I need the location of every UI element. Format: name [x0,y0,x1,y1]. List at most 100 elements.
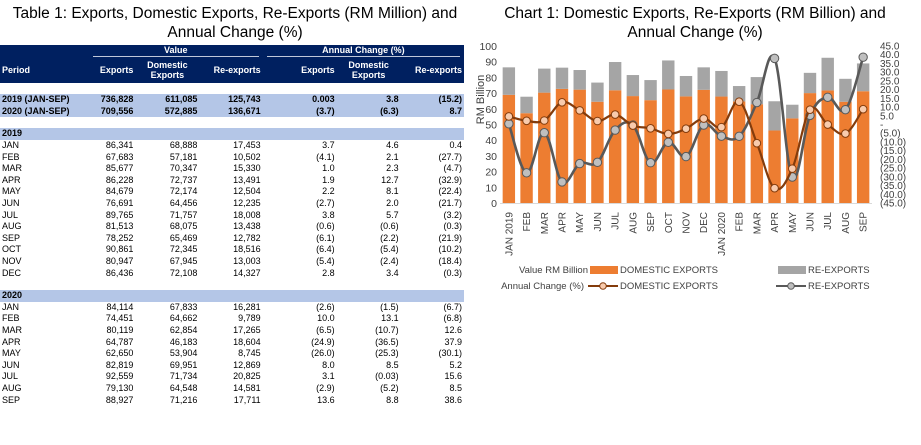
cell-chg_exports: 3.7 [322,140,335,151]
cell-chg_reexports: (18.4) [438,256,462,267]
cell-domestic: 57,181 [169,151,198,162]
x-tick-label: NOV [682,212,693,234]
cell-reexports: 10,502 [233,151,261,162]
y-axis-label: RM Billion [475,75,487,125]
table-row: MAY 62,650 53,904 8,745 (26.0) (25.3) (30.1) [0,348,464,360]
y-tick-label: 10 [485,182,497,194]
cell-chg_domestic: (5.4) [380,244,399,255]
marker-re-exports-change [575,158,585,169]
bar-re-exports [502,67,516,95]
spacer-row [0,117,464,128]
cell-reexports: 13,438 [233,221,261,232]
bar-domestic-exports [626,96,640,203]
cell-chg_domestic: 3.4 [386,267,399,278]
y2-tick-label: 25.0 [880,76,900,87]
cell-period: JUL [2,209,19,220]
bar-domestic-exports [715,96,728,203]
table-row: OCT 90,861 72,345 18,516 (6.4) (5.4) (10.2) [0,244,464,256]
cell-chg_exports: 3.8 [322,209,335,220]
cell-chg_exports: (2.9) [316,382,335,393]
legend-row1-label: Value RM Billion [519,265,588,276]
bar-re-exports [732,86,746,102]
y2-tick-label: - [880,120,883,131]
bar-re-exports [715,70,728,97]
empty-header [0,45,89,57]
cell-exports: 85,677 [105,163,134,174]
year-header-row: 2019 [0,128,464,140]
cell-domestic: 72,108 [169,267,198,278]
legend-item-domestic-bar: DOMESTIC EXPORTS [620,265,718,276]
cell-chg_domestic: (25.3) [375,348,399,359]
cell-period: NOV [2,256,22,267]
table-row: AUG 79,130 64,548 14,581 (2.9) (5.2) 8.5 [0,383,464,395]
legend-item-re-bar: RE-EXPORTS [808,265,870,276]
y-tick-label: 60 [485,104,497,116]
y-tick-label: 0 [491,198,497,210]
legend-item-domestic-line: DOMESTIC EXPORTS [620,281,718,292]
marker-domestic-exports-change [699,114,709,123]
table-group-header-row: Value Annual Change (%) [0,45,464,57]
cell-reexports: 18,604 [233,336,261,347]
x-tick-label: MAR [540,212,551,234]
table-row: APR 86,228 72,737 13,491 1.9 12.7 (32.9) [0,175,464,187]
bar-domestic-exports [520,113,533,203]
cell-reexports: 12,782 [233,232,261,243]
cell-chg_reexports: (27.7) [438,151,462,162]
table-row: MAY 84,679 72,174 12,504 2.2 8.1 (22.4) [0,186,464,198]
legend-item-re-line: RE-EXPORTS [808,281,870,292]
cell-chg_exports: (0.6) [316,221,335,232]
bar-re-exports [608,62,622,91]
cell-chg_domestic: (6.3) [336,105,401,118]
cell-reexports: 17,711 [233,394,261,405]
cell-chg_exports: 13.6 [317,394,335,405]
table-row: SEP 78,252 65,469 12,782 (6.1) (2.2) (21.9) [0,233,464,245]
spacer-cell [0,279,464,290]
marker-re-exports-change [752,97,762,108]
bar-re-exports [662,60,675,90]
y-tick-label: 30 [485,151,497,163]
cell-chg_reexports: 37.9 [444,336,462,347]
marker-domestic-exports-change [593,116,602,126]
cell-domestic: 64,456 [169,198,198,209]
cell-chg_domestic: (0.6) [380,221,399,232]
cell-period: AUG [2,382,22,393]
cell-reexports: 17,265 [233,324,261,335]
cell-exports: 89,765 [105,209,134,220]
cell-chg_domestic: 13.1 [381,313,399,324]
x-tick-label: OCT [664,212,675,233]
bar-re-exports [803,72,817,94]
cell-domestic: 71,757 [169,209,198,220]
y2-tick-label: (35.0) [880,181,906,192]
x-tick-label: FEB [735,212,746,232]
marker-re-exports-change [592,157,603,168]
marker-domestic-exports-change [628,121,638,130]
exports-table: Value Annual Change (%) Period Exports D… [0,45,464,406]
bar-re-exports [573,70,586,90]
bar-re-exports [644,80,657,101]
cell-chg_exports: 10.0 [317,313,335,324]
cell-exports: 76,691 [105,198,134,209]
marker-re-exports-change [840,104,851,115]
table-row: APR 64,787 46,183 18,604 (24.9) (36.5) 37.9 [0,336,464,348]
x-tick-label: JAN 2019 [504,212,515,256]
cell-period: JUN [2,359,20,370]
cell-chg_domestic: 2.1 [386,151,399,162]
cell-chg_reexports: (15.2) [400,94,464,106]
cell-domestic: 67,833 [169,301,198,312]
bar-domestic-exports [803,93,817,203]
cell-reexports: 14,327 [233,267,261,278]
cell-chg_reexports: (0.3) [443,221,462,232]
spacer-cell [0,117,464,128]
group-header-value: Value [89,45,263,57]
cell-period: APR [2,336,21,347]
col-header-exports: Exports [99,65,134,75]
cell-domestic: 572,885 [135,105,200,118]
marker-domestic-exports-change [752,138,762,148]
cell-chg_domestic: (5.2) [380,382,399,393]
cell-reexports: 14,581 [233,382,261,393]
y2-tick-label: (20.0) [880,155,906,166]
group-header-change-label: Annual Change (%) [266,45,460,57]
y2-tick-label: (45.0) [880,199,906,210]
x-tick-label: SEP [646,212,657,232]
cell-chg_reexports: 8.5 [449,382,462,393]
